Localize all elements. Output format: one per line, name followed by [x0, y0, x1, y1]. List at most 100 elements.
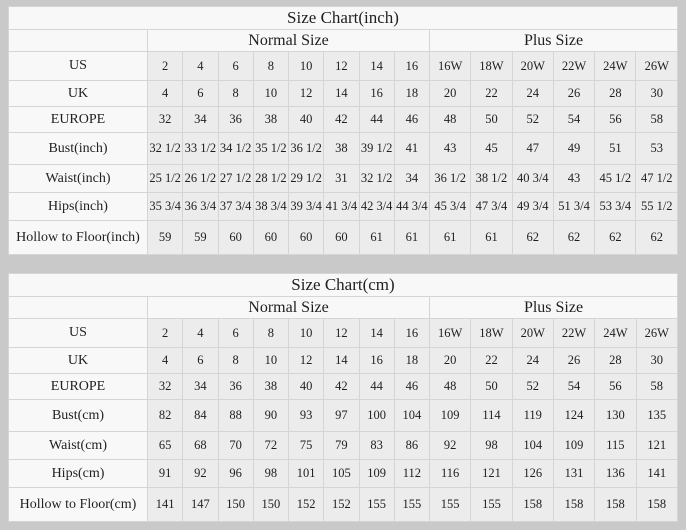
size-value-cell: 34: [182, 373, 219, 400]
size-value-cell: 32: [147, 373, 184, 400]
size-value-cell: 150: [217, 487, 254, 522]
table-title: Size Chart(cm): [8, 273, 678, 297]
size-value-cell: 26W: [635, 51, 678, 81]
row-label: Waist(cm): [7, 431, 149, 460]
size-value-cell: 12: [323, 51, 360, 81]
size-value-cell: 59: [146, 220, 184, 255]
size-value-cell: 29 1/2: [287, 164, 325, 193]
size-value-cell: 8: [252, 318, 290, 348]
size-value-cell: 16: [358, 80, 395, 107]
size-value-cell: 61: [428, 220, 472, 255]
size-value-cell: 38: [323, 132, 360, 165]
size-value-cell: 155: [393, 487, 431, 522]
size-value-cell: 8: [217, 347, 254, 374]
size-value-cell: 115: [594, 431, 637, 460]
size-value-cell: 158: [594, 487, 637, 522]
table-row: Hips(cm) 91 92 96 98 101 105 109 112 116 121 126 131…: [7, 459, 678, 488]
size-value-cell: 79: [323, 431, 360, 460]
size-value-cell: 16: [393, 318, 431, 348]
size-value-cell: 26W: [635, 318, 678, 348]
size-value-cell: 32: [146, 106, 184, 133]
size-value-cell: 10: [288, 318, 325, 348]
size-value-cell: 155: [429, 487, 472, 522]
size-value-cell: 59: [182, 220, 219, 255]
size-value-cell: 14: [358, 51, 395, 81]
table-row: Hollow to Floor(cm) 141 147 150 150 152 152 155…: [7, 487, 678, 522]
size-value-cell: 58: [635, 106, 678, 133]
table-row: Hips(inch) 35 3/4 36 3/4 37 3/4 38 3/4 39 3/4…: [8, 192, 678, 221]
size-value-cell: 36: [217, 106, 254, 133]
size-value-cell: 90: [252, 399, 290, 432]
size-value-cell: 91: [147, 459, 184, 488]
size-value-cell: 4: [182, 51, 219, 81]
size-value-cell: 39 1/2: [358, 132, 395, 165]
size-value-cell: 18: [393, 80, 431, 107]
size-value-cell: 104: [511, 431, 554, 460]
size-value-cell: 36 3/4: [182, 192, 219, 221]
size-value-cell: 116: [429, 459, 472, 488]
size-value-cell: 20W: [511, 51, 554, 81]
size-value-cell: 96: [217, 459, 254, 488]
size-value-cell: 4: [182, 318, 219, 348]
size-value-cell: 48: [429, 373, 472, 400]
row-label: UK: [7, 347, 149, 374]
size-value-cell: 60: [217, 220, 254, 255]
table-row: US 2 4 6 8 10 12 14 16 16W 18W 20W 22W 24W 26W: [8, 51, 678, 81]
size-value-cell: 26: [552, 80, 596, 107]
size-value-cell: 40: [288, 373, 325, 400]
row-label: UK: [8, 80, 148, 107]
size-value-cell: 62: [635, 220, 678, 255]
size-value-cell: 60: [323, 220, 360, 255]
size-value-cell: 82: [147, 399, 184, 432]
size-value-cell: 34 1/2: [217, 132, 254, 165]
size-value-cell: 20: [428, 80, 472, 107]
size-value-cell: 6: [182, 347, 219, 374]
size-value-cell: 60: [287, 220, 325, 255]
group-header-plus: Plus Size: [429, 29, 678, 52]
size-value-cell: 101: [288, 459, 325, 488]
size-value-cell: 42: [323, 106, 360, 133]
size-value-cell: 2: [147, 318, 184, 348]
size-value-cell: 92: [182, 459, 219, 488]
size-value-cell: 12: [288, 347, 325, 374]
size-value-cell: 28: [594, 347, 637, 374]
size-value-cell: 104: [393, 399, 431, 432]
size-value-cell: 24W: [594, 51, 637, 81]
size-value-cell: 75: [288, 431, 325, 460]
size-value-cell: 53: [635, 132, 678, 165]
corner-cell: [7, 296, 149, 319]
size-chart-inch-table: Size Chart(inch) Normal Size Plus Size US 2 4…: [8, 6, 678, 255]
size-value-cell: 100: [358, 399, 395, 432]
size-value-cell: 54: [552, 106, 596, 133]
size-value-cell: 16W: [429, 318, 472, 348]
size-value-cell: 14: [323, 347, 360, 374]
size-value-cell: 30: [635, 347, 678, 374]
size-value-cell: 46: [393, 106, 431, 133]
size-value-cell: 25 1/2: [146, 164, 184, 193]
size-value-cell: 12: [287, 80, 325, 107]
size-value-cell: 105: [323, 459, 360, 488]
size-value-cell: 10: [287, 51, 325, 81]
size-value-cell: 38: [252, 106, 290, 133]
size-value-cell: 51: [594, 132, 637, 165]
size-value-cell: 30: [635, 80, 678, 107]
size-value-cell: 141: [147, 487, 184, 522]
size-value-cell: 126: [511, 459, 554, 488]
size-value-cell: 50: [470, 106, 513, 133]
size-value-cell: 14: [358, 318, 395, 348]
size-value-cell: 98: [470, 431, 513, 460]
size-value-cell: 46: [393, 373, 431, 400]
size-value-cell: 24: [511, 80, 554, 107]
size-value-cell: 49 3/4: [511, 192, 554, 221]
size-value-cell: 36 1/2: [428, 164, 472, 193]
size-value-cell: 28 1/2: [252, 164, 290, 193]
table-row: US 2 4 6 8 10 12 14 16 16W 18W 20W 22W 24W 26W: [7, 318, 678, 348]
size-value-cell: 34: [182, 106, 219, 133]
size-value-cell: 40 3/4: [511, 164, 554, 193]
size-value-cell: 6: [217, 318, 254, 348]
size-value-cell: 121: [470, 459, 513, 488]
size-value-cell: 124: [552, 399, 596, 432]
size-value-cell: 14: [323, 80, 360, 107]
size-value-cell: 60: [252, 220, 290, 255]
